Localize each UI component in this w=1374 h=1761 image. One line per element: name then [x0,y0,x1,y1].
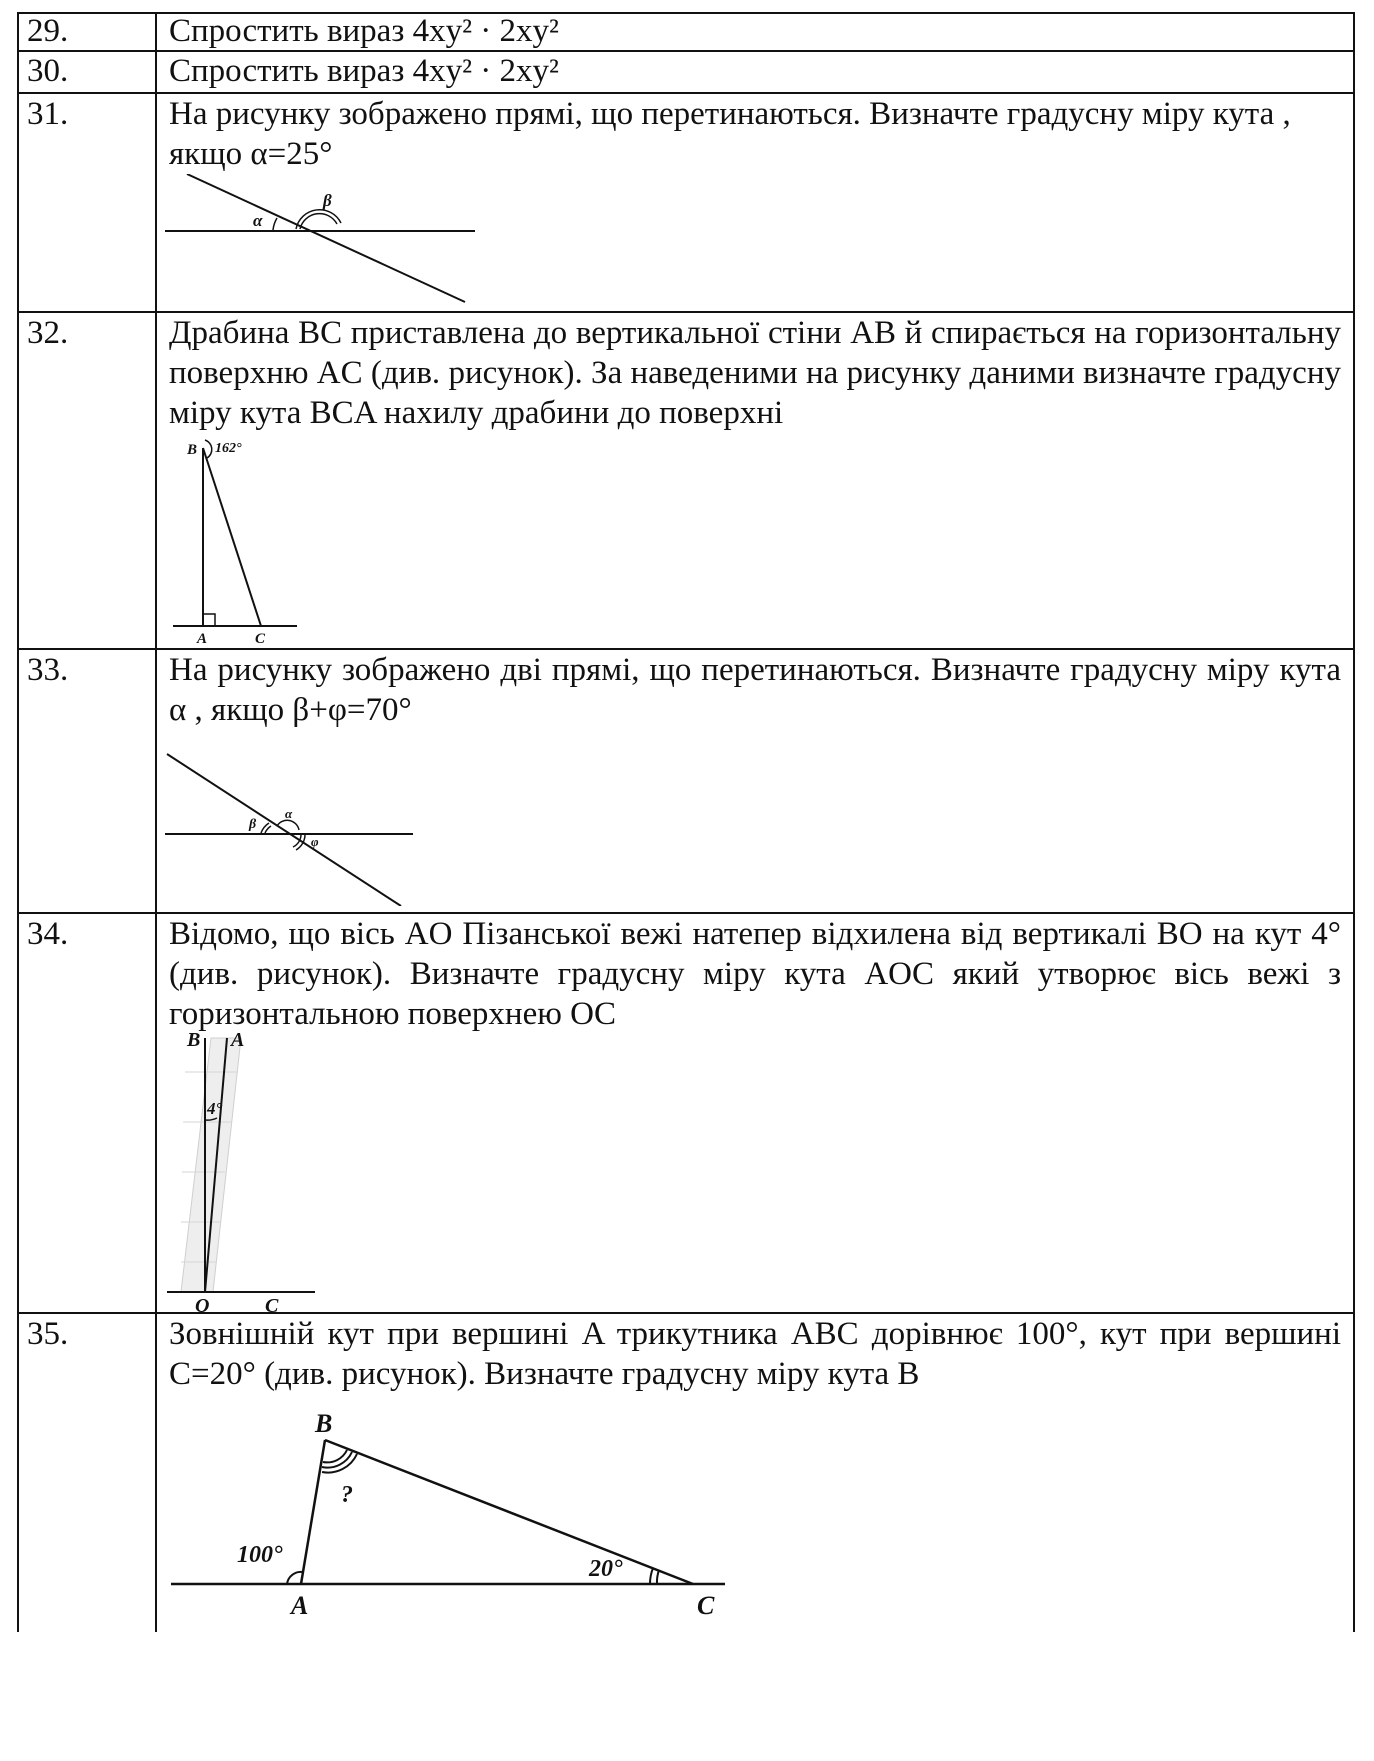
vertex-label: B [186,1032,200,1051]
task-number: 32. [19,313,157,648]
vertex-label: A [289,1591,308,1620]
vertex-label: C [255,631,266,647]
task-number: 33. [19,650,157,912]
vertex-label: A [196,631,207,647]
task-cell: Спростить вираз 4xy² · 2xy² [157,52,1355,92]
angle-label: 162° [215,441,242,456]
task-cell: На рисунку зображено прямі, що перетинаю… [157,94,1355,311]
vertex-label: B [314,1409,332,1438]
task-number: 29. [19,14,157,50]
intersecting-lines-figure: α β [165,174,475,303]
angle-label: β [322,191,332,210]
vertex-label: C [697,1591,715,1620]
tasks-table: 29. Спростить вираз 4xy² · 2xy² 30. Спро… [17,12,1355,1632]
table-row: 30. Спростить вираз 4xy² · 2xy² [19,52,1355,94]
task-number: 31. [19,94,157,311]
angle-label: 100° [237,1542,283,1568]
task-cell: Відомо, що вісь AO Пізанської вежі натеп… [157,914,1355,1312]
task-number: 30. [19,52,157,92]
task-text: На рисунку зображено дві прямі, що перет… [169,652,1341,728]
task-number: 35. [19,1314,157,1632]
table-row: 35. Зовнішній кут при вершині A трикутни… [19,1314,1355,1632]
task-text: Відомо, що вісь AO Пізанської вежі натеп… [169,916,1341,1032]
task-text: Зовнішній кут при вершині A трикутника A… [169,1316,1341,1392]
angle-label: α [285,806,293,821]
task-text: На рисунку зображено прямі, що перетинаю… [169,96,1291,172]
angle-label: 4° [206,1099,223,1118]
table-row: 33. На рисунку зображено дві прямі, що п… [19,650,1355,914]
ladder-figure: B 162° A C [173,439,297,647]
task-text: Драбина BC приставлена до вертикальної с… [169,315,1341,431]
task-cell: Спростить вираз 4xy² · 2xy² [157,14,1355,50]
table-row: 29. Спростить вираз 4xy² · 2xy² [19,14,1355,52]
angle-label: α [253,211,263,230]
vertex-label: C [265,1295,279,1312]
triangle-figure: B ? 100° 20° A C [171,1409,725,1620]
angle-label: φ [311,834,319,849]
angle-label: β [248,817,257,832]
intersecting-lines-figure: β α φ [165,753,413,906]
vertex-label: O [195,1295,209,1312]
task-number: 34. [19,914,157,1312]
table-row: 34. Відомо, що вісь AO Пізанської вежі н… [19,914,1355,1314]
pisa-tower-figure: B A 4° O C [167,1032,315,1312]
vertex-label: B [186,442,197,458]
angle-label: 20° [588,1556,623,1582]
table-row: 31. На рисунку зображено прямі, що перет… [19,94,1355,313]
task-cell: На рисунку зображено дві прямі, що перет… [157,650,1355,912]
vertex-label: A [229,1032,244,1051]
task-text: Спростить вираз 4xy² · 2xy² [169,53,559,89]
task-text: Спростить вираз 4xy² · 2xy² [169,13,559,49]
task-cell: Зовнішній кут при вершині A трикутника A… [157,1314,1355,1632]
table-row: 32. Драбина BC приставлена до вертикальн… [19,313,1355,650]
task-cell: Драбина BC приставлена до вертикальної с… [157,313,1355,648]
angle-label: ? [341,1482,353,1508]
